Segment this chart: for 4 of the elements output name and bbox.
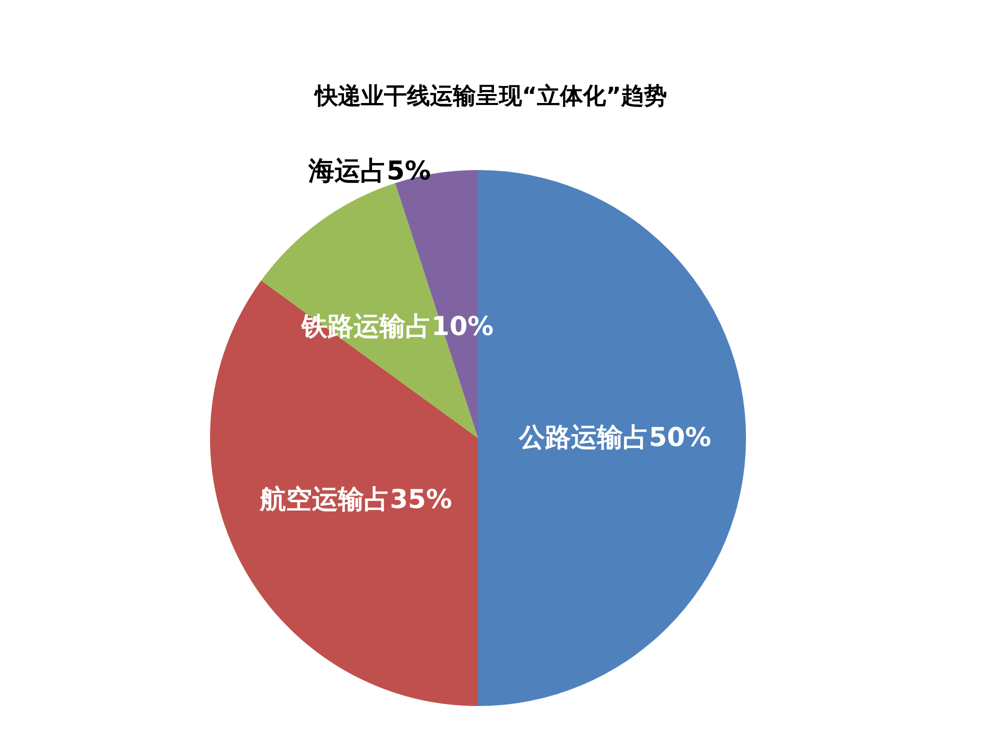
slice-label: 航空运输占35% (258, 485, 452, 516)
slice-label: 海运占5% (308, 156, 431, 186)
slice-label: 公路运输占50% (518, 423, 712, 453)
chart-title: 快递业干线运输呈现“立体化”趋势 (312, 82, 668, 110)
